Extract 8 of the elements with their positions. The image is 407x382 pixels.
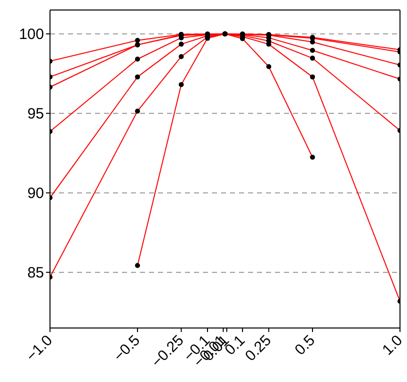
y-tick-label: 100 — [18, 26, 44, 44]
x-tick-label: −1.0 — [23, 332, 56, 365]
y-tick-label: 85 — [27, 264, 44, 282]
x-tick-label: −0.5 — [110, 332, 144, 365]
x-tick-label: 0.5 — [292, 332, 319, 359]
y-tick-label: 90 — [27, 185, 44, 202]
x-tick-label: 1.0 — [379, 332, 406, 359]
y-tick-label: 95 — [27, 106, 44, 123]
